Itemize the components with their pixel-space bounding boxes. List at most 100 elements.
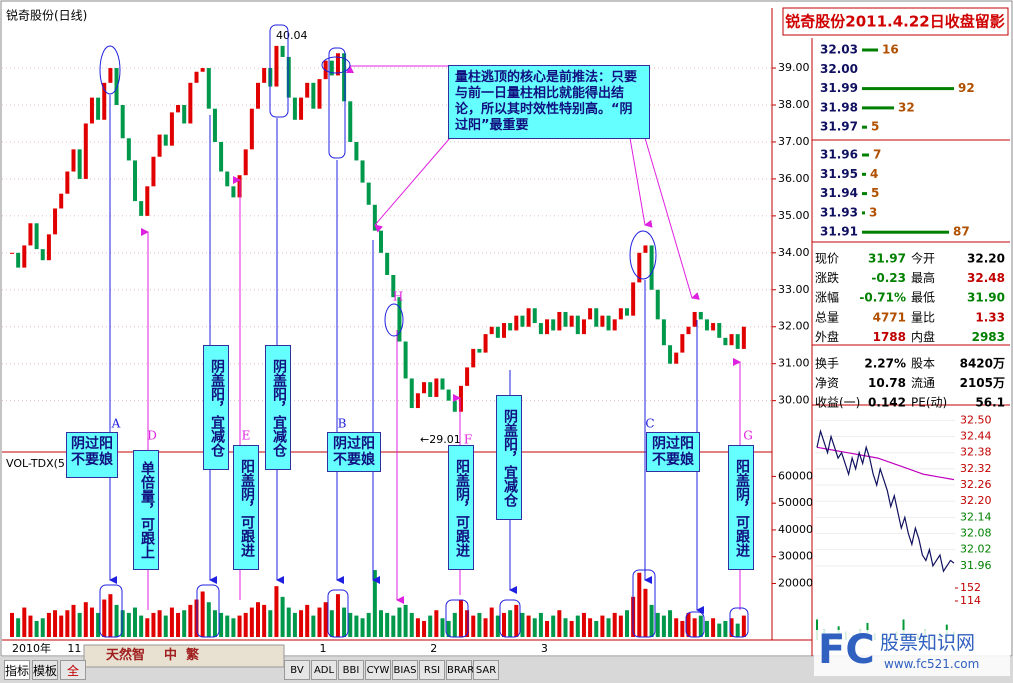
volume-bar bbox=[200, 591, 205, 637]
candle bbox=[711, 323, 716, 331]
stat-value: 1788 bbox=[873, 330, 906, 344]
annotation-box: 阴盖阳，宜减仓 bbox=[203, 345, 229, 470]
candle bbox=[305, 82, 310, 98]
book-volume: 32 bbox=[898, 100, 915, 114]
candle bbox=[581, 319, 586, 335]
y-tick-label: 20000 bbox=[778, 576, 813, 589]
volume-bar bbox=[46, 612, 51, 637]
watermark-logo: FC bbox=[818, 627, 875, 673]
candle bbox=[379, 230, 383, 253]
candle bbox=[262, 68, 267, 83]
volume-bar bbox=[440, 618, 445, 637]
candle bbox=[452, 400, 457, 412]
volume-bar bbox=[354, 615, 359, 637]
indicator-tab[interactable]: BRAR bbox=[446, 660, 474, 680]
annotation-box: 阴过阳不要娘 bbox=[646, 432, 700, 472]
candle bbox=[145, 186, 150, 216]
y-tick-label: 37.00 bbox=[778, 135, 810, 148]
tool-button[interactable]: 繁 bbox=[186, 648, 200, 663]
stat-label: 涨幅 bbox=[815, 290, 839, 305]
stat-label: 今开 bbox=[911, 251, 935, 266]
highlight bbox=[384, 303, 404, 337]
candle bbox=[126, 138, 131, 161]
volume-bar bbox=[10, 612, 14, 637]
volume-bar bbox=[594, 620, 599, 637]
book-price: 31.96 bbox=[820, 148, 858, 162]
candle bbox=[46, 234, 51, 261]
candle bbox=[588, 308, 593, 320]
indicator-tab[interactable]: ADL bbox=[311, 660, 337, 680]
indicator-tab[interactable]: RSI bbox=[419, 660, 445, 680]
volume-bar bbox=[317, 607, 322, 637]
candle bbox=[465, 367, 470, 386]
book-price: 31.95 bbox=[820, 167, 858, 181]
book-price: 31.99 bbox=[820, 81, 858, 95]
y-tick-label: 35.00 bbox=[778, 209, 810, 222]
candle bbox=[489, 326, 494, 335]
marker-letter: D bbox=[147, 429, 157, 443]
toolbar-button[interactable]: 全 bbox=[60, 660, 86, 680]
indicator-tab[interactable]: CYW bbox=[365, 660, 391, 680]
candle bbox=[335, 53, 340, 76]
volume-bar bbox=[126, 612, 131, 637]
candle bbox=[329, 60, 334, 76]
y-tick-label: 36.00 bbox=[778, 172, 810, 185]
book-price: 31.97 bbox=[820, 120, 858, 134]
candle bbox=[692, 311, 697, 327]
volume-bar bbox=[77, 612, 82, 637]
volume-bar bbox=[22, 607, 27, 637]
stat-label: 外盘 bbox=[815, 329, 839, 344]
stat-label: 净资 bbox=[815, 376, 839, 390]
toolbar-button[interactable]: 指标 bbox=[4, 660, 30, 680]
candle bbox=[206, 68, 211, 109]
volume-bar bbox=[89, 607, 94, 637]
tool-button[interactable]: 中 bbox=[164, 648, 178, 663]
watermark-url: www.fc521.com bbox=[884, 657, 980, 671]
volume-bar bbox=[526, 615, 531, 637]
indicator-tab[interactable]: BV bbox=[284, 660, 310, 680]
candle bbox=[16, 252, 21, 268]
candle bbox=[292, 97, 297, 120]
indicator-tab[interactable]: SAR bbox=[473, 660, 499, 680]
book-volume: 5 bbox=[871, 186, 879, 200]
book-price: 32.00 bbox=[820, 62, 858, 76]
stat-label: 换手 bbox=[815, 357, 839, 371]
indicator-tab[interactable]: BBI bbox=[338, 660, 364, 680]
candle bbox=[545, 319, 550, 335]
watermark-name: 股票知识网 bbox=[880, 632, 976, 654]
volume-bar bbox=[600, 615, 605, 637]
candle bbox=[477, 348, 482, 353]
volume-bar bbox=[428, 615, 433, 637]
candle bbox=[89, 97, 94, 124]
candle bbox=[311, 82, 316, 109]
volume-bar bbox=[403, 604, 408, 637]
volume-bar bbox=[723, 620, 728, 637]
candle bbox=[661, 319, 666, 346]
x-tick-label: 11 bbox=[67, 642, 81, 655]
highlight bbox=[269, 24, 289, 118]
tool-button[interactable]: 天然智 bbox=[106, 648, 146, 663]
candle bbox=[686, 326, 691, 335]
candle bbox=[434, 378, 439, 397]
candle bbox=[520, 315, 525, 327]
volume-bar bbox=[268, 610, 273, 637]
volume-bar bbox=[225, 615, 230, 637]
volume-bar bbox=[34, 620, 39, 637]
volume-bar bbox=[698, 615, 703, 637]
y-tick-label: 40000 bbox=[778, 523, 813, 536]
indicator-tab[interactable]: BIAS bbox=[392, 660, 418, 680]
toolbar-button[interactable]: 模板 bbox=[32, 660, 58, 680]
y-tick-label: 60000 bbox=[778, 469, 813, 482]
volume-bar bbox=[96, 612, 101, 637]
volume-bar bbox=[704, 620, 709, 637]
volume-bar bbox=[329, 610, 334, 637]
candle bbox=[40, 249, 45, 261]
volume-bar bbox=[717, 623, 722, 637]
x-tick-label: 3 bbox=[541, 642, 548, 655]
stat-value: 32.20 bbox=[967, 252, 1005, 266]
candle bbox=[188, 82, 193, 124]
candle bbox=[317, 79, 322, 109]
candle bbox=[440, 378, 445, 390]
y-tick-label: 50000 bbox=[778, 496, 813, 509]
